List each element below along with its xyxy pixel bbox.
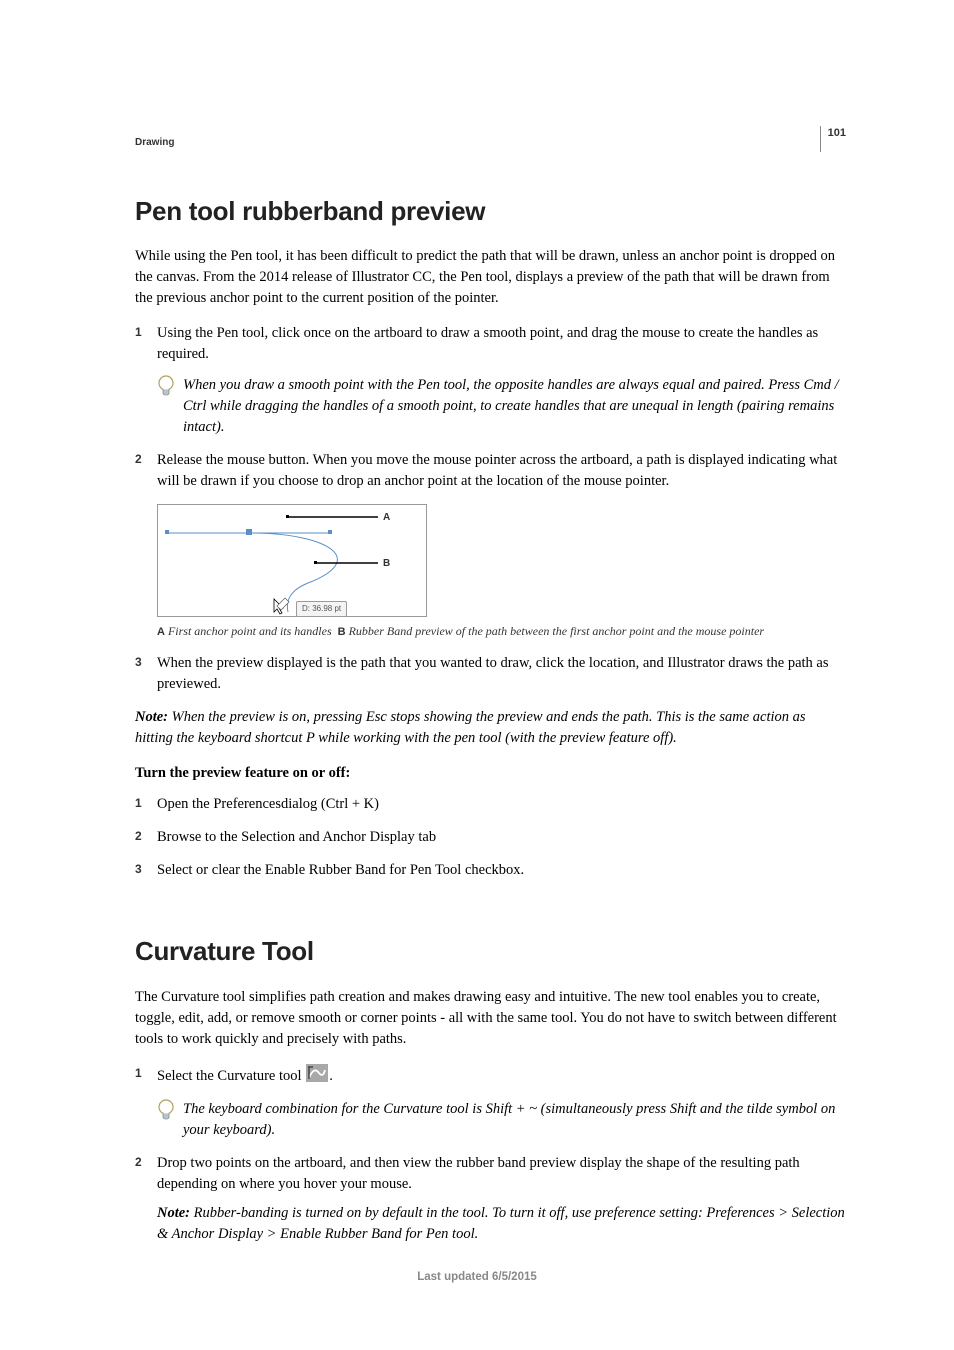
p-step-3: Select or clear the Enable Rubber Band f…: [135, 860, 846, 881]
figure-caption: A First anchor point and its handles B R…: [157, 623, 846, 641]
steps-list-1: Using the Pen tool, click once on the ar…: [135, 323, 846, 695]
step-2: Release the mouse button. When you move …: [135, 450, 846, 641]
step-2-text: Release the mouse button. When you move …: [157, 450, 846, 492]
c-step-1-pre: Select the Curvature tool: [157, 1068, 305, 1084]
step-3-text: When the preview displayed is the path t…: [157, 653, 846, 695]
page-number: 101: [820, 126, 846, 152]
tip-1: When you draw a smooth point with the Pe…: [157, 375, 846, 438]
step-3: When the preview displayed is the path t…: [135, 653, 846, 695]
figure-letter-b: B: [383, 557, 390, 572]
step-1: Using the Pen tool, click once on the ar…: [135, 323, 846, 438]
steps-list-3: Select the Curvature tool . The key: [135, 1064, 846, 1245]
tip-2: The keyboard combination for the Curvatu…: [157, 1099, 846, 1141]
note-2-text: Rubber-banding is turned on by default i…: [157, 1205, 845, 1242]
intro-paragraph: While using the Pen tool, it has been di…: [135, 246, 846, 309]
p-step-3-text: Select or clear the Enable Rubber Band f…: [157, 862, 524, 878]
c-step-2-text: Drop two points on the artboard, and the…: [157, 1153, 846, 1195]
lightbulb-icon: [157, 1099, 175, 1125]
figure-frame: A B D: 36.98 pt: [157, 504, 427, 617]
tip-1-text: When you draw a smooth point with the Pe…: [183, 377, 839, 435]
note-1: Note: When the preview is on, pressing E…: [135, 707, 846, 749]
figure-rubberband: A B D: 36.98 pt A First anchor point and…: [157, 504, 846, 641]
caption-letter-a: A: [157, 626, 165, 638]
lightbulb-icon: [157, 375, 175, 401]
p-step-1: Open the Preferencesdialog (Ctrl + K): [135, 794, 846, 815]
section-heading-curvature: Curvature Tool: [135, 933, 846, 971]
page-number-text: 101: [828, 126, 846, 142]
page-content: Drawing Pen tool rubberband preview Whil…: [0, 0, 954, 1245]
note-1-text: When the preview is on, pressing Esc sto…: [135, 709, 806, 746]
page-footer: Last updated 6/5/2015: [0, 1269, 954, 1286]
curvature-intro: The Curvature tool simplifies path creat…: [135, 987, 846, 1050]
caption-b-text: Rubber Band preview of the path between …: [349, 624, 765, 638]
p-step-2-text: Browse to the Selection and Anchor Displ…: [157, 829, 436, 845]
step-1-text: Using the Pen tool, click once on the ar…: [157, 323, 846, 365]
running-head: Drawing: [135, 136, 846, 151]
note-1-lead: Note:: [135, 709, 168, 725]
c-step-1: Select the Curvature tool . The key: [135, 1064, 846, 1141]
section-heading-pen-rubberband: Pen tool rubberband preview: [135, 193, 846, 231]
steps-list-2: Open the Preferencesdialog (Ctrl + K) Br…: [135, 794, 846, 881]
c-step-1-post: .: [329, 1068, 333, 1084]
caption-a-text: First anchor point and its handles: [168, 624, 332, 638]
tip-2-text: The keyboard combination for the Curvatu…: [183, 1101, 835, 1138]
note-2: Note: Rubber-banding is turned on by def…: [157, 1203, 846, 1245]
p-step-1-text: Open the Preferencesdialog (Ctrl + K): [157, 796, 379, 812]
c-step-2: Drop two points on the artboard, and the…: [135, 1153, 846, 1245]
sub-heading-preview-toggle: Turn the preview feature on or off:: [135, 763, 846, 784]
caption-letter-b: B: [338, 626, 346, 638]
figure-letter-a: A: [383, 511, 390, 526]
curvature-tool-icon: [306, 1064, 328, 1089]
p-step-2: Browse to the Selection and Anchor Displ…: [135, 827, 846, 848]
figure-d-value: D: 36.98 pt: [296, 601, 347, 617]
note-2-lead: Note:: [157, 1205, 190, 1221]
